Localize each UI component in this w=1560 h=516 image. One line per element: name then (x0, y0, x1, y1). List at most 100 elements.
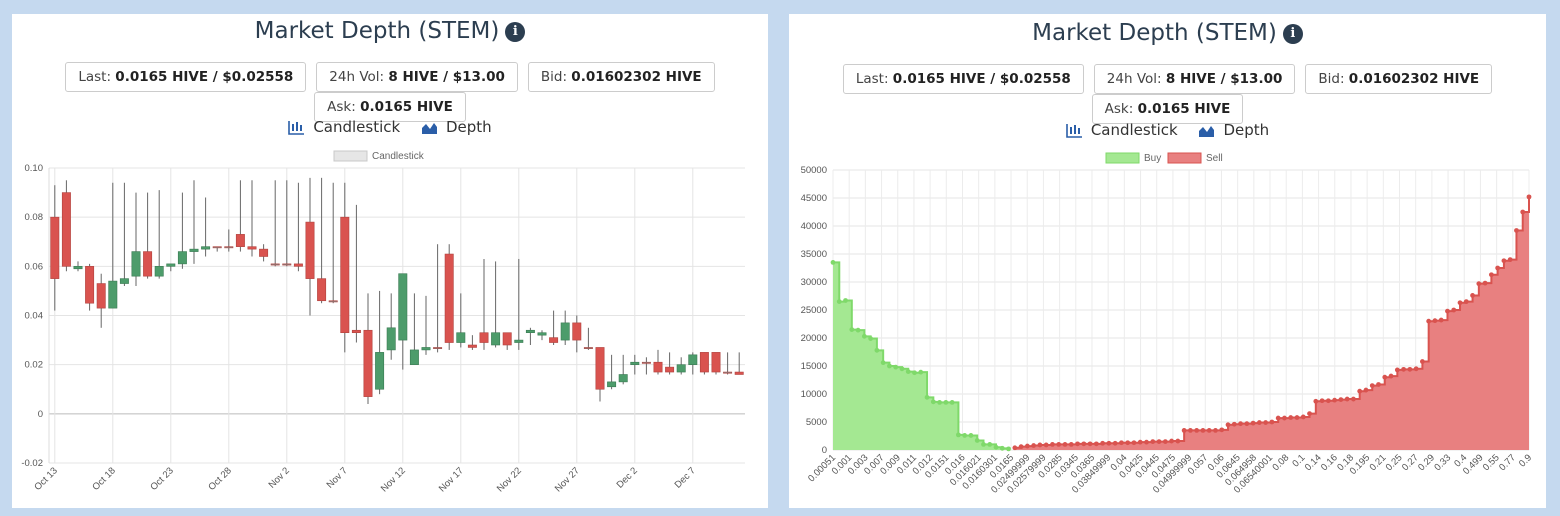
sell-point (1432, 318, 1438, 324)
sell-point (1125, 440, 1131, 446)
candle-body (235, 234, 245, 247)
y-tick-label: 10000 (801, 389, 827, 400)
sell-point (1169, 438, 1174, 444)
candle-body (143, 251, 153, 277)
buy-area (833, 262, 1009, 450)
sell-point (1307, 411, 1312, 416)
sell-point (1363, 387, 1369, 393)
sell-point (1457, 300, 1463, 306)
candle-body (386, 327, 396, 351)
candle-body (723, 371, 733, 374)
candle-body (491, 332, 501, 346)
sell-point (1156, 439, 1162, 444)
sell-point (1482, 280, 1488, 286)
candle-body (259, 248, 269, 257)
depth-toggle[interactable]: Depth (1198, 121, 1269, 139)
sell-point (1476, 281, 1482, 287)
x-tick-label: Nov 7 (325, 465, 350, 490)
sell-point (1112, 440, 1118, 446)
buy-point (981, 442, 986, 447)
legend-label-buy: Buy (1144, 153, 1161, 164)
buy-point (974, 438, 980, 443)
sell-point (1445, 308, 1450, 314)
candlestick-icon (288, 120, 305, 135)
sell-point (1188, 428, 1193, 433)
sell-point (1451, 307, 1457, 313)
candlestick-toggle[interactable]: Candlestick (288, 118, 400, 136)
legend-label-sell: Sell (1206, 153, 1223, 164)
chart-toggle: Candlestick Depth (789, 121, 1546, 142)
sell-point (1351, 396, 1356, 402)
sell-point (1175, 438, 1181, 444)
sell-point (1282, 415, 1287, 421)
sell-point (1194, 428, 1200, 433)
candlestick-panel: Market Depth (STEM) i Last: 0.0165 HIVE /… (12, 14, 768, 508)
sell-point (1068, 442, 1074, 447)
buy-point (861, 333, 867, 339)
sell-point (1413, 366, 1419, 372)
candle-body (73, 266, 83, 270)
sell-point (1244, 421, 1250, 427)
candle-body (433, 347, 443, 349)
sell-point (1119, 440, 1124, 446)
candle-body (456, 332, 466, 343)
legend-swatch-sell (1167, 152, 1202, 164)
candle-body (537, 332, 547, 336)
legend: Buy Sell (1105, 152, 1223, 164)
y-tick-label: 45000 (801, 193, 827, 204)
sell-point (1401, 366, 1406, 372)
y-tick-label: 0.06 (25, 261, 44, 272)
info-icon[interactable]: i (1282, 24, 1303, 44)
candle-body (317, 278, 327, 302)
y-tick-label: 40000 (801, 221, 827, 232)
candle-body (177, 251, 187, 265)
sell-point (1131, 440, 1137, 446)
candlestick-toggle[interactable]: Candlestick (1066, 121, 1178, 139)
stat-last: Last: 0.0165 HIVE / $0.02558 (842, 64, 1084, 94)
sell-point (1394, 367, 1400, 373)
candle-body (549, 337, 559, 343)
y-tick-label: 0 (38, 409, 43, 420)
page-title: Market Depth (STEM) i (12, 18, 768, 44)
sell-point (1162, 439, 1168, 444)
x-tick-label: Nov 27 (553, 465, 582, 494)
sell-point (1219, 427, 1225, 433)
candle-body (525, 329, 535, 334)
buy-point (943, 400, 949, 405)
sell-point (1520, 209, 1526, 215)
buy-point (993, 444, 999, 450)
buy-point (930, 399, 936, 405)
candle-body (398, 273, 408, 341)
candle-body (375, 352, 385, 390)
x-tick-label: Oct 18 (90, 465, 118, 493)
x-tick-label: 0.33 (1432, 452, 1453, 473)
sell-point (1470, 293, 1475, 298)
sell-point (1388, 373, 1394, 379)
sell-point (1426, 318, 1432, 324)
sell-point (1300, 414, 1306, 420)
info-icon[interactable]: i (505, 22, 526, 42)
sell-point (1012, 445, 1018, 451)
buy-point (987, 442, 993, 447)
x-tick-label: Nov 22 (495, 465, 524, 494)
candlestick-chart: Candlestick0.100.080.060.040.020-0.02Oct… (21, 150, 745, 494)
buy-point (899, 366, 905, 372)
sell-point (1488, 272, 1494, 278)
candle-body (201, 246, 211, 250)
sell-point (1024, 443, 1030, 449)
sell-point (1081, 441, 1087, 447)
y-tick-label: 0.04 (25, 311, 44, 322)
y-tick-label: 30000 (801, 277, 827, 288)
candle-body (363, 329, 373, 397)
sell-point (1093, 441, 1099, 447)
buy-point (962, 433, 968, 438)
x-tick-label: Oct 23 (148, 465, 176, 493)
sell-point (1357, 388, 1363, 394)
y-tick-label: 15000 (801, 361, 827, 372)
sell-point (1043, 442, 1049, 448)
sell-point (1206, 428, 1212, 433)
buy-point (937, 400, 942, 405)
buy-point (956, 432, 961, 438)
sell-point (1100, 440, 1106, 446)
depth-toggle[interactable]: Depth (421, 118, 492, 136)
